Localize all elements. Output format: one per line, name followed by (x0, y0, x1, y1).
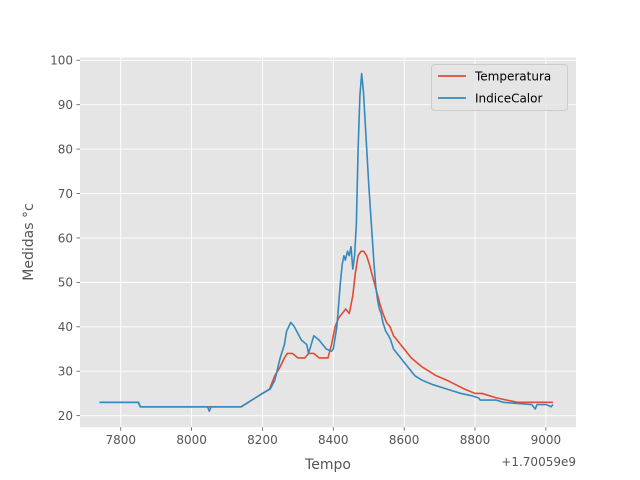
x-tick-label: 8600 (389, 433, 420, 447)
y-tick-label: 30 (58, 365, 73, 379)
y-tick-label: 80 (58, 142, 73, 156)
y-tick-label: 60 (58, 231, 73, 245)
series-lines (99, 72, 554, 413)
y-tick-label: 100 (50, 54, 73, 68)
y-tick-label: 40 (58, 320, 73, 334)
plot-area (80, 57, 576, 428)
x-tick-label: 7800 (105, 433, 136, 447)
gridlines (80, 57, 576, 428)
x-tick-label: 8200 (247, 433, 278, 447)
legend-label-indicecalor: IndiceCalor (475, 92, 542, 106)
y-axis-ticks: 20 30 40 50 60 70 80 90 100 (50, 54, 80, 423)
y-tick-label: 20 (58, 409, 73, 423)
series-line-indicecalor (99, 72, 554, 413)
x-axis-label: Tempo (304, 457, 351, 473)
x-tick-label: 8400 (318, 433, 349, 447)
y-tick-label: 70 (58, 187, 73, 201)
x-axis-ticks: 7800 8000 8200 8400 8600 8800 9000 (105, 427, 561, 447)
x-tick-label: 8000 (176, 433, 207, 447)
x-tick-label: 9000 (531, 433, 562, 447)
y-axis-label: Medidas °c (21, 203, 37, 280)
x-axis-offset-label: +1.70059e9 (501, 455, 576, 469)
y-tick-label: 90 (58, 98, 73, 112)
legend: Temperatura IndiceCalor (431, 64, 568, 111)
y-tick-label: 50 (58, 276, 73, 290)
x-tick-label: 8800 (460, 433, 491, 447)
series-line-temperatura (99, 250, 553, 408)
legend-label-temperatura: Temperatura (474, 70, 551, 84)
